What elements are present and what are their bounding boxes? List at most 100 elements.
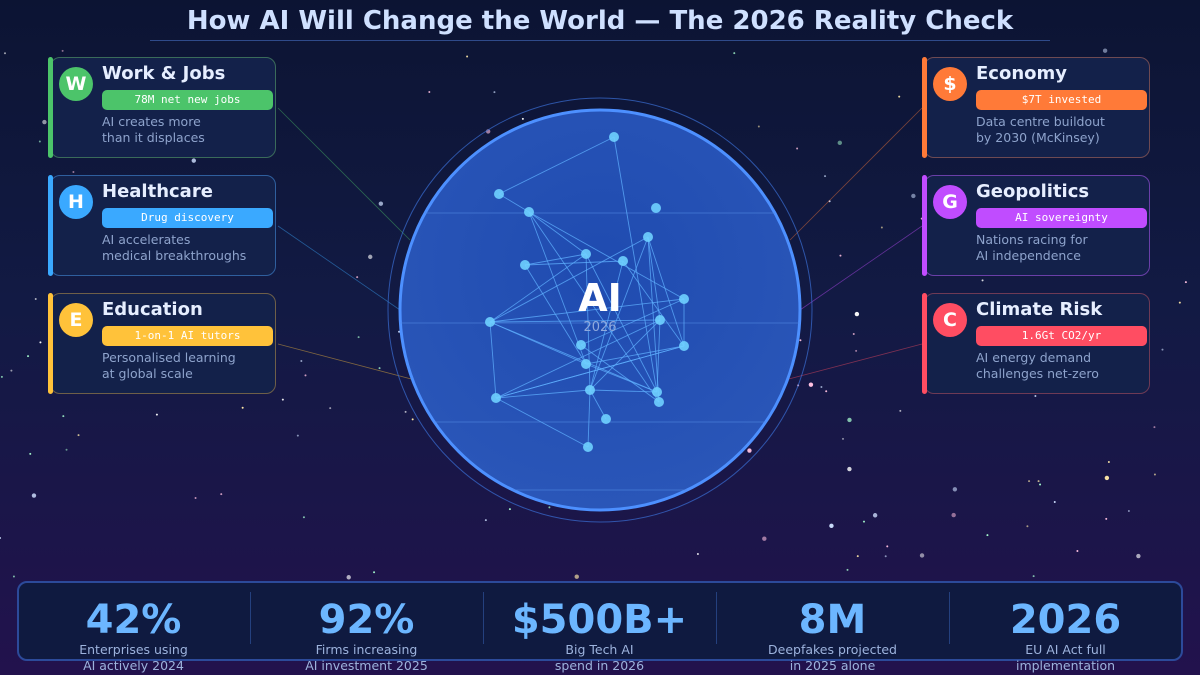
card-stat-pill: 78M net new jobs	[102, 90, 273, 110]
star	[1076, 549, 1079, 552]
star	[357, 336, 360, 339]
network-edge	[498, 136, 615, 195]
card-healthcare: H Healthcare Drug discovery AI accelerat…	[48, 175, 276, 276]
star	[77, 434, 80, 437]
stat-value: 8M	[798, 597, 867, 643]
card-desc-line: challenges net-zero	[976, 366, 1099, 381]
star	[808, 382, 814, 387]
star	[281, 398, 284, 401]
star	[548, 506, 551, 509]
star	[981, 279, 984, 282]
card-desc-line: Nations racing for	[976, 232, 1088, 247]
card-desc-line: AI independence	[976, 248, 1081, 263]
card-description: AI creates more than it displaces	[102, 114, 205, 146]
network-edge	[647, 236, 661, 321]
star	[373, 571, 376, 574]
card-desc-line: Personalised learning	[102, 350, 236, 365]
connector-line	[277, 343, 416, 381]
card-desc-line: Data centre buildout	[976, 114, 1105, 129]
stat-label-line: Deepfakes projected	[768, 642, 897, 657]
card-badge-icon: W	[59, 67, 93, 101]
star	[762, 536, 767, 541]
stat-label: Big Tech AI spend in 2026	[483, 642, 716, 674]
network-edge	[587, 389, 591, 448]
card-description: AI accelerates medical breakthroughs	[102, 232, 246, 264]
connector-line	[277, 225, 401, 311]
network-edge	[585, 253, 658, 393]
star	[919, 553, 925, 558]
card-accent-bar	[922, 293, 927, 394]
stat-label-line: AI actively 2024	[83, 658, 184, 673]
star	[855, 349, 858, 352]
star	[1184, 281, 1187, 284]
card-desc-line: medical breakthroughs	[102, 248, 247, 263]
star	[1127, 509, 1130, 512]
network-node	[651, 203, 661, 213]
star	[38, 140, 41, 143]
star	[847, 417, 852, 423]
connector-line	[799, 225, 923, 311]
stat-item: 92% Firms increasing AI investment 2025	[250, 598, 483, 674]
star	[508, 508, 511, 511]
network-edge	[528, 211, 587, 365]
star	[296, 434, 299, 437]
star	[856, 555, 859, 558]
star	[880, 226, 883, 229]
network-edge	[489, 321, 497, 399]
star	[899, 409, 902, 412]
star	[733, 52, 736, 55]
card-economy: $ Economy $7T invested Data centre build…	[922, 57, 1150, 158]
network-edge	[528, 211, 685, 300]
star	[302, 516, 305, 519]
card-title: Healthcare	[102, 181, 213, 202]
stat-label-line: Big Tech AI	[565, 642, 634, 657]
stat-label-line: Enterprises using	[79, 642, 188, 657]
star	[829, 523, 834, 529]
card-description: Data centre buildout by 2030 (McKinsey)	[976, 114, 1105, 146]
network-node	[679, 341, 689, 351]
star	[484, 519, 487, 522]
star	[951, 512, 956, 518]
star	[886, 545, 889, 548]
network-edge	[528, 211, 587, 255]
star	[837, 140, 843, 146]
card-accent-bar	[48, 57, 53, 158]
card-desc-line: than it displaces	[102, 130, 205, 145]
center-ai-label: AI	[578, 276, 622, 320]
star	[29, 452, 32, 455]
network-node	[494, 189, 504, 199]
network-node	[679, 294, 689, 304]
star	[329, 407, 332, 410]
star	[346, 575, 351, 580]
star	[1104, 475, 1110, 481]
star	[898, 95, 901, 98]
star	[521, 117, 524, 120]
network-edge	[528, 211, 660, 403]
star	[0, 537, 2, 540]
stat-label-line: AI investment 2025	[305, 658, 428, 673]
star	[862, 520, 865, 523]
star	[872, 513, 878, 518]
network-edge	[489, 253, 587, 323]
star	[194, 497, 197, 500]
network-edge	[524, 253, 587, 266]
stats-bar	[17, 581, 1183, 661]
network-edge	[580, 298, 685, 346]
star	[31, 493, 37, 498]
card-desc-line: AI energy demand	[976, 350, 1092, 365]
card-title: Education	[102, 299, 203, 320]
star	[404, 410, 407, 413]
star	[34, 298, 37, 301]
star	[428, 90, 431, 93]
card-description: Nations racing for AI independence	[976, 232, 1088, 264]
stat-divider	[250, 592, 251, 644]
network-edge	[495, 389, 591, 399]
star	[65, 448, 68, 451]
card-title: Economy	[976, 63, 1068, 84]
star	[411, 418, 414, 421]
star	[62, 415, 65, 418]
stat-label: EU AI Act full implementation	[949, 642, 1182, 674]
network-edge	[495, 345, 685, 399]
network-edge	[589, 319, 661, 391]
network-node	[643, 232, 653, 242]
